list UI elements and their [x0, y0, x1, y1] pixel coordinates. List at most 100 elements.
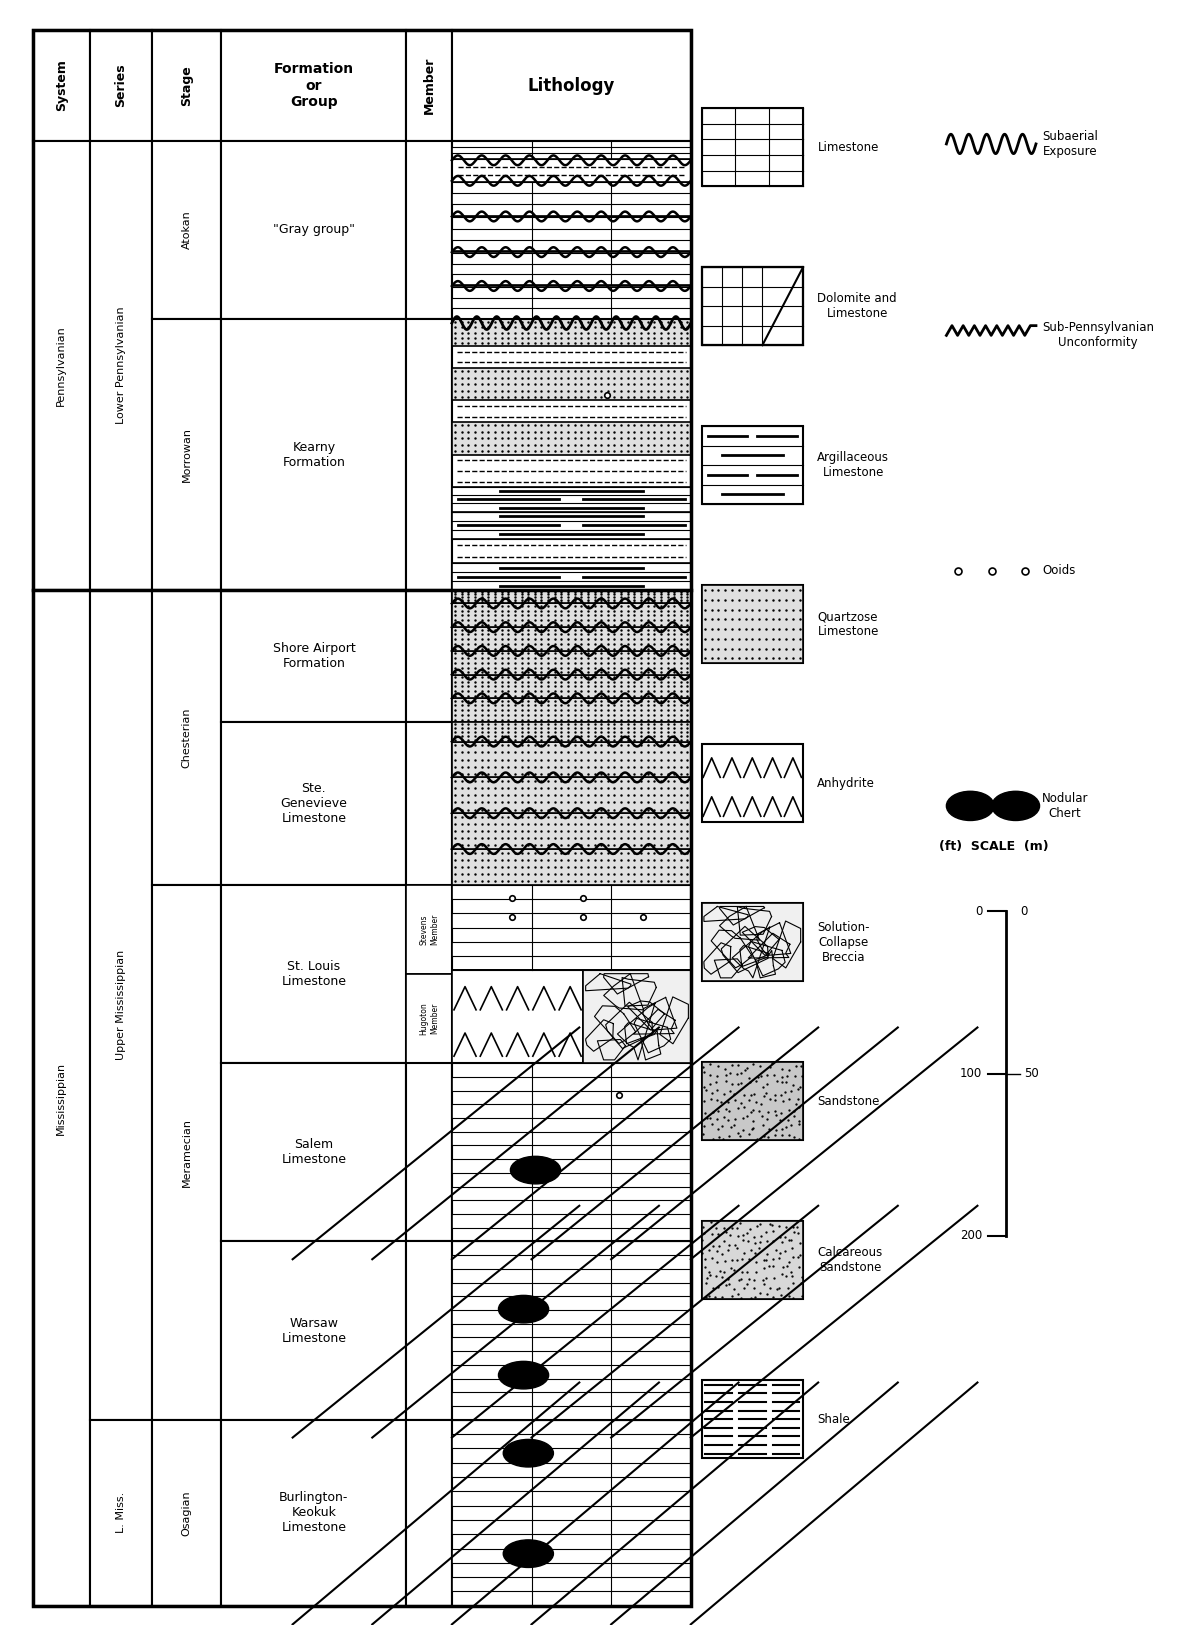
Bar [452, 511, 691, 539]
Bar [452, 778, 691, 814]
Text: L. Miss.: L. Miss. [116, 1493, 126, 1534]
Bar [452, 1063, 691, 1242]
Text: Atokan: Atokan [181, 210, 192, 249]
Text: Osagian: Osagian [181, 1490, 192, 1535]
Text: St. Louis
Limestone: St. Louis Limestone [282, 961, 347, 988]
Bar [152, 886, 221, 1420]
Text: (ft)  SCALE  (m): (ft) SCALE (m) [940, 840, 1049, 853]
Text: Ste.
Genevieve
Limestone: Ste. Genevieve Limestone [281, 781, 347, 825]
Bar [221, 140, 407, 319]
Text: Meramecian: Meramecian [181, 1118, 192, 1187]
Bar [452, 140, 691, 319]
Text: Chesterian: Chesterian [181, 707, 192, 768]
Bar [221, 1063, 407, 1242]
Bar [702, 1061, 803, 1140]
Bar [702, 267, 803, 345]
Bar [452, 563, 691, 591]
Bar [452, 970, 583, 1063]
Text: 50: 50 [1024, 1066, 1039, 1079]
Bar [90, 1420, 152, 1605]
Bar [407, 886, 452, 974]
Bar [452, 319, 691, 591]
Text: Limestone: Limestone [817, 140, 878, 153]
Bar [221, 1420, 407, 1605]
Bar [702, 904, 803, 982]
Bar [407, 1242, 452, 1420]
Ellipse shape [503, 1540, 553, 1568]
Text: Ooids: Ooids [1042, 565, 1075, 578]
Bar [583, 970, 691, 1063]
Text: Member: Member [422, 57, 436, 114]
Text: 100: 100 [960, 1066, 983, 1079]
Text: Hugoton
Member: Hugoton Member [420, 1003, 439, 1035]
Bar [32, 591, 90, 1605]
Bar [90, 140, 152, 591]
Text: Stevens
Member: Stevens Member [420, 913, 439, 946]
Bar [152, 591, 221, 886]
Bar [452, 31, 691, 140]
Bar [452, 1420, 691, 1605]
Text: Anhydrite: Anhydrite [817, 777, 875, 790]
Text: Solution-
Collapse
Breccia: Solution- Collapse Breccia [817, 921, 870, 964]
Bar [702, 107, 803, 186]
Bar [452, 886, 691, 1063]
Bar [452, 814, 691, 850]
Ellipse shape [503, 1439, 553, 1467]
Bar [452, 319, 691, 347]
Text: Sandstone: Sandstone [817, 1094, 880, 1107]
Bar [407, 31, 452, 140]
Bar [407, 974, 452, 1063]
Bar [407, 723, 452, 886]
Text: Stage: Stage [180, 65, 193, 106]
Text: Pennsylvanian: Pennsylvanian [56, 326, 66, 405]
Bar [702, 584, 803, 663]
Text: Morrowan: Morrowan [181, 427, 192, 482]
Bar [221, 319, 407, 591]
Bar [407, 1420, 452, 1605]
Bar [452, 651, 691, 674]
Text: 0: 0 [1020, 905, 1028, 918]
Bar [702, 1221, 803, 1299]
Bar [452, 591, 691, 604]
Bar [452, 850, 691, 886]
Text: Formation
or
Group: Formation or Group [274, 62, 354, 109]
Bar [452, 591, 691, 723]
Bar [452, 674, 691, 698]
Bar [452, 140, 691, 158]
Ellipse shape [991, 791, 1039, 821]
Text: Lower Pennsylvanian: Lower Pennsylvanian [116, 306, 126, 425]
Text: Series: Series [114, 63, 127, 107]
Bar [702, 267, 803, 345]
Bar [702, 1381, 803, 1459]
Bar [221, 31, 407, 140]
Bar [452, 1242, 691, 1420]
Bar [221, 591, 407, 723]
Text: Mississippian: Mississippian [56, 1061, 66, 1135]
Bar [221, 723, 407, 886]
Bar [32, 31, 90, 140]
Bar [152, 319, 221, 591]
Bar [702, 1381, 803, 1459]
Bar [452, 698, 691, 723]
Bar [407, 1063, 452, 1242]
Bar [702, 904, 803, 982]
Text: Sub-Pennsylvanian
Unconformity: Sub-Pennsylvanian Unconformity [1042, 321, 1154, 350]
Ellipse shape [498, 1296, 548, 1324]
Bar [452, 287, 691, 319]
Bar [452, 1420, 691, 1605]
Bar [152, 31, 221, 140]
Bar [452, 742, 691, 778]
Bar [702, 1221, 803, 1299]
Text: "Gray group": "Gray group" [272, 223, 355, 236]
Bar [702, 427, 803, 505]
Bar [452, 1063, 691, 1242]
Ellipse shape [498, 1361, 548, 1389]
Text: 200: 200 [960, 1229, 983, 1242]
Text: Subaerial
Exposure: Subaerial Exposure [1042, 130, 1098, 158]
Text: Burlington-
Keokuk
Limestone: Burlington- Keokuk Limestone [280, 1491, 349, 1534]
Text: Nodular
Chert: Nodular Chert [1042, 791, 1088, 821]
Bar [32, 140, 90, 591]
Bar [452, 1242, 691, 1420]
Ellipse shape [510, 1156, 560, 1184]
Bar [152, 140, 221, 319]
